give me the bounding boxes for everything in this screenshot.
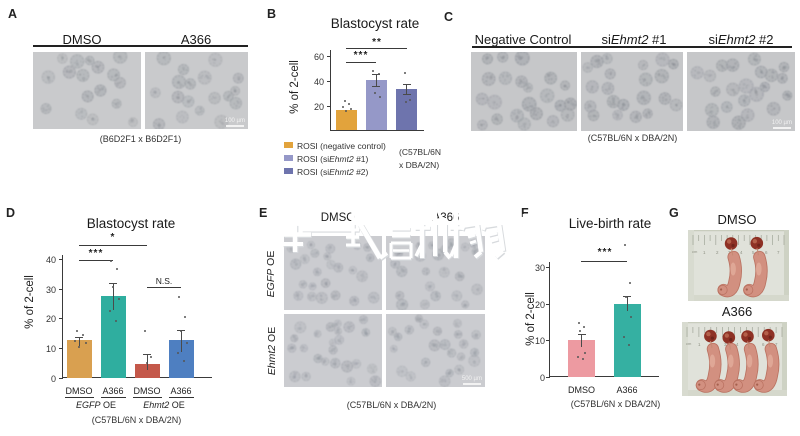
svg-text:2: 2 — [716, 250, 719, 255]
svg-text:7: 7 — [775, 342, 778, 347]
svg-text:5: 5 — [752, 250, 755, 255]
svg-text:6: 6 — [762, 342, 765, 347]
svg-text:3: 3 — [724, 342, 727, 347]
svg-text:1: 1 — [703, 250, 706, 255]
svg-text:4: 4 — [736, 342, 739, 347]
svg-text:7: 7 — [777, 250, 780, 255]
svg-text:4: 4 — [740, 250, 743, 255]
svg-text:6: 6 — [765, 250, 768, 255]
svg-text:cm: cm — [692, 249, 698, 254]
svg-text:cm: cm — [686, 341, 692, 346]
svg-text:1: 1 — [698, 342, 701, 347]
